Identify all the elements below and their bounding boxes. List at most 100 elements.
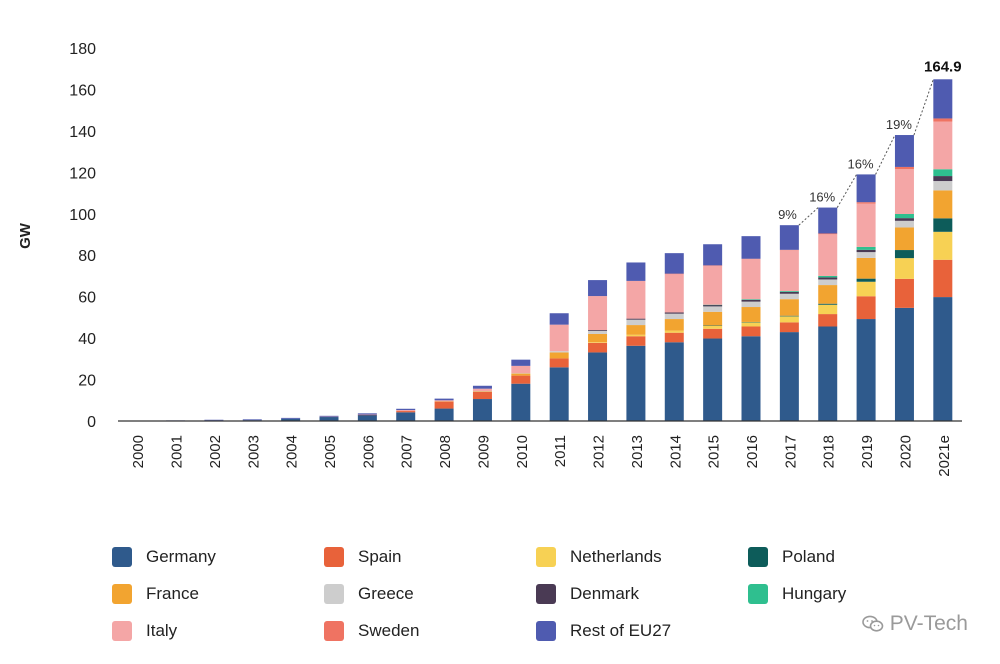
bar-segment (933, 169, 953, 177)
bar-segment (511, 365, 531, 374)
growth-label: 16% (848, 156, 874, 171)
bar-segment (894, 220, 914, 228)
legend-swatch (112, 583, 132, 604)
legend-swatch (536, 546, 556, 567)
bar-segment (626, 280, 646, 319)
bar-segment (856, 203, 876, 247)
bar-stack (588, 280, 608, 421)
bar-segment (549, 313, 569, 325)
bar-segment (472, 399, 492, 421)
legend-label: Germany (146, 546, 216, 566)
bar-stack (779, 225, 799, 421)
legend-item: Greece (324, 575, 536, 612)
legend-item: Netherlands (536, 538, 748, 575)
y-tick-label: 120 (69, 165, 96, 182)
legend-swatch (324, 583, 344, 604)
bar-stack (472, 385, 492, 421)
bar-segment (818, 304, 838, 315)
bar-segment (894, 135, 914, 167)
x-tick-label: 2011 (552, 435, 569, 467)
bar-segment (664, 332, 684, 343)
bar-segment (549, 352, 569, 359)
bar-segment (933, 121, 953, 170)
bar-segment (588, 342, 608, 353)
bar-segment (626, 345, 646, 421)
bar-stack (511, 359, 531, 421)
bar-segment (933, 231, 953, 260)
bar-segment (856, 246, 876, 250)
bar-segment (588, 342, 608, 343)
y-axis-label: GW (17, 222, 34, 249)
bar-segment (933, 176, 953, 182)
total-label: 164.9 (924, 58, 962, 75)
bar-stack (319, 415, 339, 421)
x-tick-label: 2020 (897, 435, 914, 468)
x-tick-label: 2001 (169, 435, 186, 468)
bar-segment (779, 315, 799, 317)
legend-swatch (112, 620, 132, 641)
y-tick-label: 60 (78, 290, 96, 307)
bar-segment (472, 391, 492, 400)
x-tick-label: 2000 (130, 435, 147, 468)
y-axis-ticks: 0 20 40 60 80 100 120 140 160 180 (69, 41, 96, 431)
y-tick-label: 20 (78, 373, 96, 390)
legend-swatch (536, 620, 556, 641)
bar-segment (703, 328, 723, 339)
bar-segment (319, 416, 339, 421)
bar-segment (856, 257, 876, 279)
bar-segment (894, 166, 914, 170)
legend-item: France (112, 575, 324, 612)
bars (127, 79, 953, 422)
bar-segment (664, 319, 684, 331)
bar-segment (242, 419, 262, 421)
bar-segment (894, 213, 914, 219)
bar-segment (626, 318, 646, 320)
legend-label: Denmark (570, 583, 639, 603)
legend-item: Sweden (324, 612, 536, 649)
bar-segment (818, 279, 838, 286)
bar-segment (357, 414, 377, 421)
bar-segment (664, 273, 684, 313)
x-tick-label: 2004 (284, 435, 301, 468)
legend-item: Germany (112, 538, 324, 575)
x-tick-label: 2018 (821, 435, 838, 468)
x-tick-label: 2006 (360, 435, 377, 468)
chart: GW 0 20 40 60 80 100 120 140 160 180 2000 2001 2002… (17, 41, 962, 477)
bar-segment (396, 408, 416, 411)
bar-segment (933, 297, 953, 421)
legend-label: Netherlands (570, 546, 662, 566)
bar-segment (856, 174, 876, 203)
bar-segment (894, 258, 914, 279)
bar-segment (703, 265, 723, 305)
bar-segment (588, 330, 608, 334)
bar-segment (741, 259, 761, 300)
bar-stack (549, 313, 569, 421)
bar-stack (818, 207, 838, 421)
bar-segment (894, 169, 914, 214)
bar-segment (856, 249, 876, 253)
bar-segment (818, 233, 838, 235)
bar-segment (933, 190, 953, 219)
bar-segment (664, 313, 684, 320)
bar-segment (818, 234, 838, 276)
bar-stack (396, 408, 416, 421)
growth-line (875, 134, 896, 175)
bar-segment (933, 79, 953, 119)
legend-item: Spain (324, 538, 536, 575)
bar-segment (741, 236, 761, 259)
bar-segment (779, 291, 799, 294)
bar-segment (626, 336, 646, 346)
bar-segment (779, 250, 799, 292)
bar-segment (588, 330, 608, 331)
bar-segment (703, 304, 723, 307)
bar-segment (741, 322, 761, 327)
bar-segment (511, 383, 531, 421)
growth-label: 16% (809, 190, 835, 205)
legend-swatch (324, 546, 344, 567)
bar-segment (588, 280, 608, 297)
bar-segment (588, 352, 608, 421)
bar-segment (396, 412, 416, 421)
bar-segment (434, 400, 454, 402)
growth-label: 9% (778, 207, 797, 222)
bar-segment (741, 307, 761, 322)
